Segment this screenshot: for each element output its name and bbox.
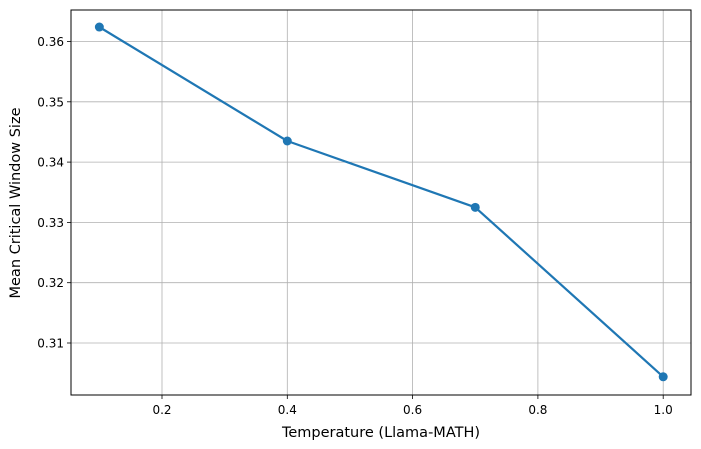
y-tick-label: 0.32 [37, 276, 64, 290]
data-point-marker [658, 372, 668, 382]
y-axis-label: Mean Critical Window Size [8, 107, 24, 298]
data-point-marker [94, 22, 104, 32]
y-tick-label: 0.35 [37, 95, 64, 109]
x-tick-label: 1.0 [654, 403, 673, 417]
x-axis-label: Temperature (Llama-MATH) [281, 425, 480, 441]
x-tick-label: 0.8 [528, 403, 547, 417]
data-series [94, 22, 668, 382]
y-tick-label: 0.34 [37, 156, 64, 170]
data-point-marker [282, 136, 292, 146]
x-tick-label: 0.2 [152, 403, 171, 417]
y-tick-label: 0.36 [37, 35, 64, 49]
y-axis-ticks: 0.31 0.32 0.33 0.34 0.35 0.36 [37, 35, 71, 351]
x-tick-label: 0.6 [403, 403, 422, 417]
y-tick-label: 0.31 [37, 337, 64, 351]
y-tick-label: 0.33 [37, 216, 64, 230]
plot-frame [70, 9, 692, 396]
series-line [98, 26, 664, 378]
grid-lines [71, 10, 691, 395]
data-point-marker [470, 202, 480, 212]
x-tick-label: 0.4 [278, 403, 297, 417]
x-axis-ticks: 0.2 0.4 0.6 0.8 1.0 [152, 395, 673, 417]
